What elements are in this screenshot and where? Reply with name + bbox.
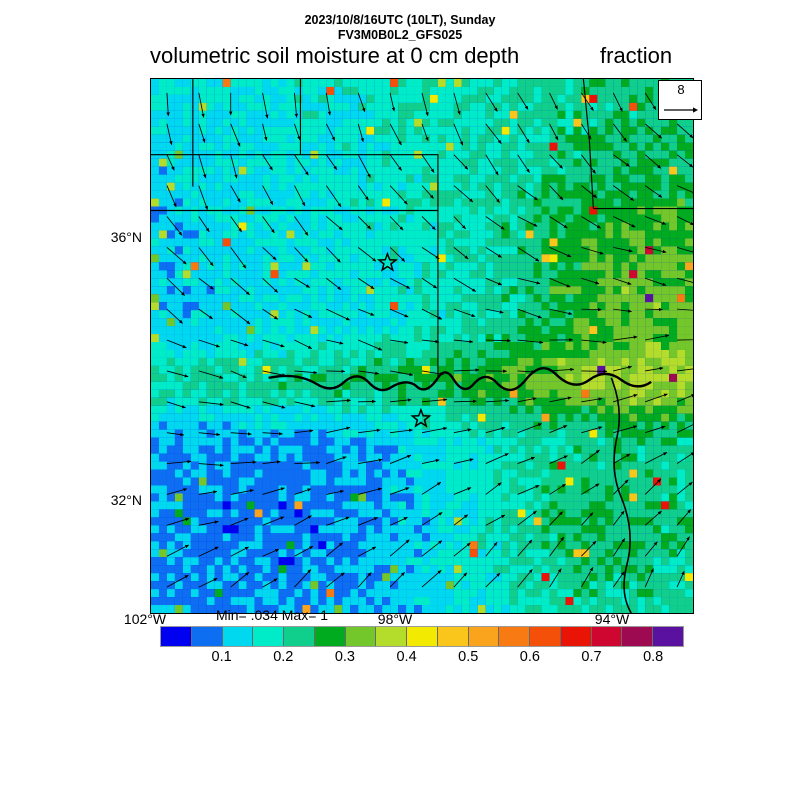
colorbar-segment-8 bbox=[407, 627, 438, 646]
colorbar-segment-3 bbox=[253, 627, 285, 646]
colorbar-tick-0.4: 0.4 bbox=[396, 649, 417, 665]
colorbar-segment-1 bbox=[191, 627, 223, 646]
colorbar-tick-0.3: 0.3 bbox=[334, 649, 356, 665]
lat-label-32n: 32°N bbox=[110, 492, 142, 508]
colorbar-segment-4 bbox=[284, 627, 315, 646]
vector-reference-legend: 8 bbox=[658, 80, 702, 120]
colorbar-segment-2 bbox=[222, 627, 254, 646]
colorbar-segment-15 bbox=[622, 627, 654, 646]
page-title: volumetric soil moisture at 0 cm depth bbox=[150, 43, 520, 68]
min-max-statistics-label: Min= .034 Max= 1 bbox=[216, 607, 329, 623]
colorbar-tick-0.2: 0.2 bbox=[273, 649, 294, 665]
lon-label-94w: 94°W bbox=[594, 611, 630, 627]
colorbar-segment-7 bbox=[376, 627, 408, 646]
colorbar-segment-16 bbox=[653, 627, 684, 646]
units-label: fraction bbox=[600, 43, 673, 68]
colorbar-segment-12 bbox=[530, 627, 561, 646]
colorbar-segment-0 bbox=[161, 627, 192, 646]
lon-label-98w: 98°W bbox=[377, 611, 413, 627]
colorbar-tick-0.8: 0.8 bbox=[643, 649, 664, 665]
vector-legend-value: 8 bbox=[677, 82, 685, 97]
timestamp-label: 2023/10/8/16UTC (10LT), Sunday bbox=[304, 13, 496, 27]
colorbar-segment-5 bbox=[314, 627, 346, 646]
reference-wind-arrow-icon bbox=[664, 107, 698, 113]
soil-moisture-field bbox=[151, 79, 693, 613]
lat-label-36n: 36°N bbox=[110, 229, 142, 245]
colorbar-tick-0.6: 0.6 bbox=[519, 649, 540, 665]
model-name-label: FV3M0B0L2_GFS025 bbox=[337, 28, 463, 42]
colorbar-segment-9 bbox=[437, 627, 469, 646]
colorbar-tick-0.5: 0.5 bbox=[458, 649, 479, 665]
map-panel[interactable] bbox=[150, 78, 694, 614]
colorbar-segment-6 bbox=[345, 627, 377, 646]
lon-label-102w: 102°W bbox=[123, 611, 167, 627]
colorbar-segment-10 bbox=[468, 627, 500, 646]
colorbar-tick-0.1: 0.1 bbox=[211, 649, 232, 665]
colorbar-segment-11 bbox=[499, 627, 531, 646]
colorbar[interactable] bbox=[160, 626, 684, 647]
colorbar-tick-labels: 0.1 0.2 0.3 0.4 0.5 0.6 0.7 0.8 bbox=[160, 648, 684, 668]
colorbar-segment-13 bbox=[560, 627, 592, 646]
colorbar-tick-0.7: 0.7 bbox=[581, 649, 602, 665]
colorbar-segment-14 bbox=[591, 627, 623, 646]
